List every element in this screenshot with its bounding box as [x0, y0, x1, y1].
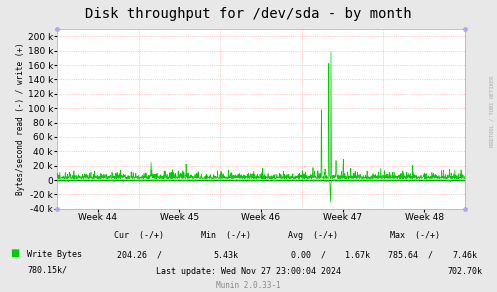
Text: Avg  (-/+): Avg (-/+)	[288, 231, 338, 239]
Text: 702.70k: 702.70k	[447, 267, 482, 276]
Text: 1.67k: 1.67k	[345, 251, 370, 260]
Text: Munin 2.0.33-1: Munin 2.0.33-1	[216, 281, 281, 290]
Text: 785.64  /: 785.64 /	[388, 251, 432, 260]
Text: Last update: Wed Nov 27 23:00:04 2024: Last update: Wed Nov 27 23:00:04 2024	[156, 267, 341, 276]
Text: 780.15k/: 780.15k/	[27, 266, 67, 274]
Text: ■: ■	[10, 248, 19, 258]
Y-axis label: Bytes/second read (-) / write (+): Bytes/second read (-) / write (+)	[16, 43, 25, 195]
Text: Min  (-/+): Min (-/+)	[201, 231, 251, 239]
Text: 0.00  /: 0.00 /	[291, 251, 326, 260]
Text: 5.43k: 5.43k	[214, 251, 239, 260]
Text: Disk throughput for /dev/sda - by month: Disk throughput for /dev/sda - by month	[85, 7, 412, 21]
Text: RRDTOOL / TOBI OETIKER: RRDTOOL / TOBI OETIKER	[490, 75, 495, 147]
Text: Cur  (-/+): Cur (-/+)	[114, 231, 164, 239]
Text: 204.26  /: 204.26 /	[117, 251, 162, 260]
Text: Write Bytes: Write Bytes	[27, 250, 83, 258]
Text: 7.46k: 7.46k	[452, 251, 477, 260]
Text: Max  (-/+): Max (-/+)	[390, 231, 440, 239]
